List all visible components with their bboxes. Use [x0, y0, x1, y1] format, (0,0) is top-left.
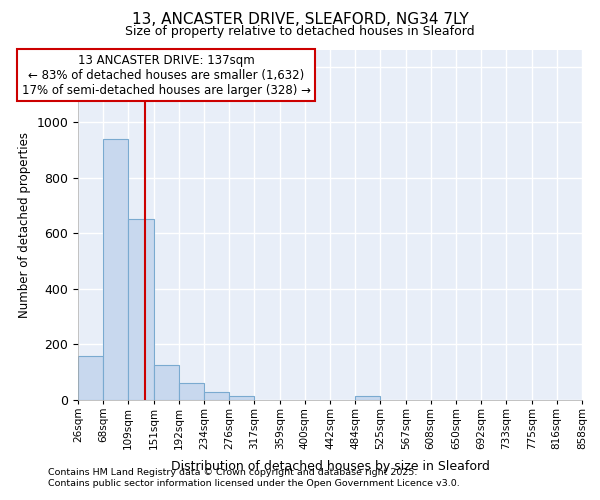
- Bar: [229, 396, 254, 400]
- Bar: [78, 356, 103, 400]
- Text: 13, ANCASTER DRIVE, SLEAFORD, NG34 7LY: 13, ANCASTER DRIVE, SLEAFORD, NG34 7LY: [131, 12, 469, 28]
- Bar: [355, 396, 380, 400]
- Text: 13 ANCASTER DRIVE: 137sqm
← 83% of detached houses are smaller (1,632)
17% of se: 13 ANCASTER DRIVE: 137sqm ← 83% of detac…: [22, 54, 311, 96]
- X-axis label: Distribution of detached houses by size in Sleaford: Distribution of detached houses by size …: [170, 460, 490, 473]
- Bar: [128, 220, 154, 400]
- Bar: [204, 392, 229, 400]
- Bar: [154, 366, 179, 400]
- Bar: [103, 139, 128, 400]
- Bar: [179, 384, 204, 400]
- Text: Size of property relative to detached houses in Sleaford: Size of property relative to detached ho…: [125, 25, 475, 38]
- Y-axis label: Number of detached properties: Number of detached properties: [18, 132, 31, 318]
- Text: Contains HM Land Registry data © Crown copyright and database right 2025.
Contai: Contains HM Land Registry data © Crown c…: [48, 468, 460, 487]
